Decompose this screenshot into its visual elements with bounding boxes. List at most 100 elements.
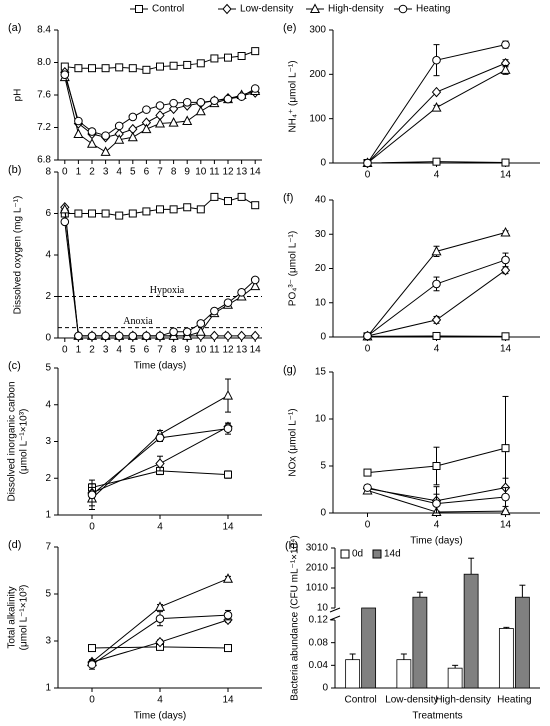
error-bar <box>503 626 510 629</box>
marker-square <box>135 5 143 13</box>
marker-circle <box>196 319 206 328</box>
y-tick-label: 2010 <box>306 563 329 574</box>
x-axis-label: Time (days) <box>134 361 186 372</box>
marker-triangle <box>500 64 511 74</box>
panel-label: (d) <box>8 539 21 551</box>
y-tick-label: 2 <box>45 291 51 302</box>
marker-square <box>224 197 232 206</box>
x-tick-label: 0 <box>89 695 95 706</box>
marker-square <box>251 47 260 56</box>
marker-circle <box>142 105 151 114</box>
x-tick-label: 0 <box>365 344 371 355</box>
marker-circle <box>155 614 165 623</box>
series-line <box>64 221 256 337</box>
y-tick-label: 40 <box>315 195 327 206</box>
x-axis-label: Time (days) <box>410 536 462 547</box>
marker-circle <box>210 306 219 316</box>
marker-triangle <box>154 117 166 128</box>
x-tick-label: 4 <box>157 522 163 533</box>
marker-circle <box>114 121 124 131</box>
axis-break <box>329 615 341 621</box>
y-tick-label: 4 <box>45 399 51 410</box>
marker-square <box>251 201 260 210</box>
y-tick-label: 10 <box>315 297 327 308</box>
marker-circle <box>501 40 510 49</box>
x-tick-label: High-density <box>435 695 491 706</box>
x-tick-label: 14 <box>222 695 234 706</box>
y-axis-label: Dissolved oxygen (mg L⁻¹) <box>13 196 24 315</box>
x-tick-label: 6 <box>144 167 150 178</box>
bar <box>514 596 530 689</box>
x-tick-label: 14 <box>500 520 512 531</box>
x-tick-label: 12 <box>222 345 234 356</box>
marker-circle <box>363 331 372 341</box>
series-line <box>367 62 506 164</box>
panel-label: (h) <box>285 540 298 552</box>
marker-circle <box>182 98 192 107</box>
x-tick-label: 4 <box>157 695 163 706</box>
marker-circle <box>250 84 260 93</box>
y-tick-label: 7 <box>45 542 51 553</box>
y-axis-label: pH <box>13 89 24 102</box>
marker-circle <box>237 92 246 101</box>
marker-circle <box>114 331 124 341</box>
x-tick-label: Low-density <box>385 695 438 706</box>
y-tick-label: 5 <box>45 589 51 600</box>
marker-circle <box>223 424 233 433</box>
y-tick-label: 10 <box>317 603 329 614</box>
marker-triangle <box>127 131 138 142</box>
panel-label: (g) <box>283 364 296 376</box>
x-tick-label: 8 <box>171 167 177 178</box>
y-tick-label: 15 <box>315 367 327 378</box>
x-tick-label: 14 <box>222 522 234 533</box>
y-tick-label: 1 <box>45 683 51 694</box>
y-tick-label: 3010 <box>306 543 329 554</box>
x-tick-label: 0 <box>62 345 68 356</box>
y-axis-label: NH₄⁺ (μmol L⁻¹) <box>288 60 299 132</box>
marker-square <box>210 54 219 63</box>
marker-diamond <box>236 330 247 342</box>
marker-circle <box>169 327 178 337</box>
marker-square <box>128 209 137 218</box>
marker-triangle <box>154 601 166 611</box>
y-axis-label: NOx (μmol L⁻¹) <box>288 408 299 476</box>
bar <box>412 596 428 689</box>
x-tick-label: 14 <box>500 170 512 181</box>
marker-circle <box>74 116 83 126</box>
x-tick-label: 0 <box>89 522 95 533</box>
y-tick-label: 0 <box>320 158 326 169</box>
marker-square <box>224 470 232 479</box>
y-tick-label: 100 <box>309 113 326 124</box>
panel-label: (c) <box>8 360 21 372</box>
marker-triangle <box>500 505 511 516</box>
error-bar <box>468 557 475 575</box>
marker-circle <box>60 70 70 79</box>
marker-circle <box>60 217 70 227</box>
marker-diamond <box>222 3 232 15</box>
marker-triangle <box>100 146 111 156</box>
x-tick-label: 4 <box>434 344 440 355</box>
y-tick-label: 7.6 <box>37 90 51 101</box>
marker-circle <box>128 331 138 341</box>
y-tick-label: 0.12 <box>309 615 329 626</box>
marker-triangle <box>141 123 152 134</box>
marker-circle <box>155 101 165 110</box>
x-axis-label: Time (days) <box>134 711 186 722</box>
x-tick-label: 14 <box>250 167 262 178</box>
y-tick-label: 0 <box>320 332 326 343</box>
marker-circle <box>87 127 97 136</box>
marker-circle <box>101 131 110 140</box>
x-tick-label: 6 <box>144 345 150 356</box>
y-tick-label: 20 <box>315 263 327 274</box>
marker-circle <box>398 4 408 14</box>
y-tick-label: 5 <box>320 461 326 472</box>
y-tick-label: 1 <box>45 510 51 521</box>
error-bar <box>349 653 356 660</box>
y-tick-label: 3 <box>45 636 51 647</box>
y-tick-label: 0.08 <box>309 637 329 648</box>
x-tick-label: 7 <box>157 167 163 178</box>
x-axis-label: Treatments <box>412 711 462 722</box>
y-tick-label: 200 <box>309 69 326 80</box>
panel-label: (e) <box>283 22 296 34</box>
